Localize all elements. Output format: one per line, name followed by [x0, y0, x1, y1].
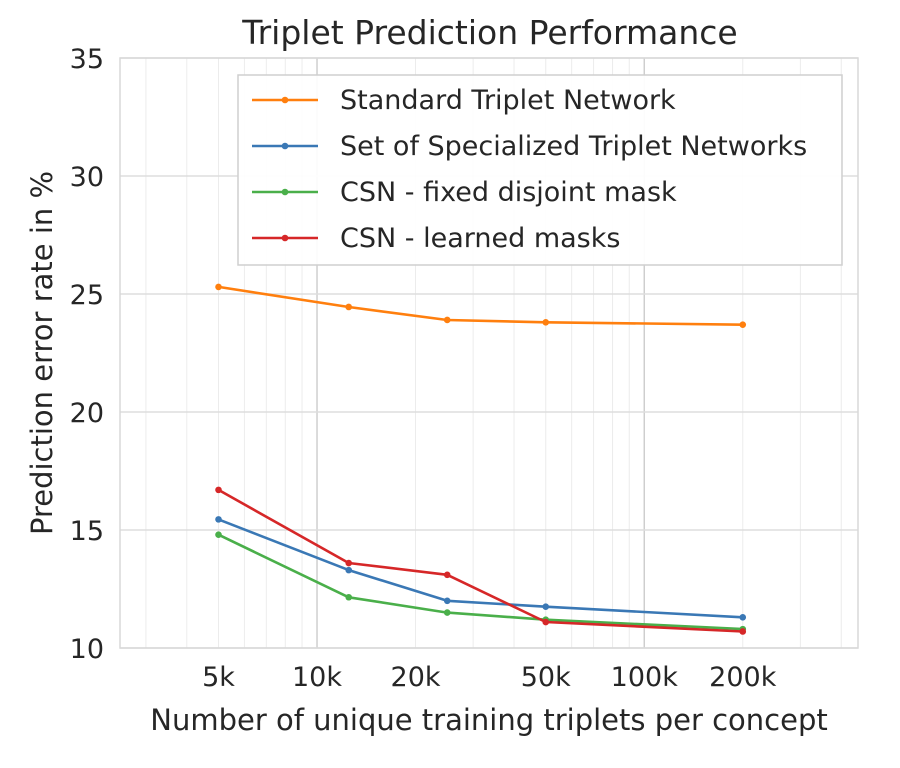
- x-tick-label: 5k: [202, 662, 235, 693]
- y-tick-label: 25: [70, 280, 104, 311]
- data-point: [542, 319, 550, 326]
- data-point: [443, 571, 451, 579]
- data-point: [739, 628, 747, 635]
- data-point: [739, 321, 747, 328]
- legend-marker: [281, 96, 289, 104]
- legend-label: CSN - fixed disjoint mask: [340, 177, 677, 208]
- legend-label: CSN - learned masks: [340, 223, 620, 254]
- x-axis-label: Number of unique training triplets per c…: [150, 703, 828, 737]
- data-point: [542, 618, 550, 626]
- data-point: [739, 614, 747, 621]
- data-point: [443, 609, 451, 616]
- y-axis-label: Prediction error rate in %: [25, 171, 59, 535]
- x-tick-label: 20k: [391, 662, 441, 693]
- legend-marker: [281, 188, 289, 196]
- data-point: [443, 597, 451, 605]
- legend-label: Standard Triplet Network: [340, 85, 676, 116]
- x-tick-label: 10k: [292, 662, 342, 693]
- data-point: [542, 603, 550, 610]
- data-point: [215, 531, 222, 539]
- x-tick-label: 100k: [611, 662, 679, 693]
- x-tick-label: 200k: [709, 662, 777, 693]
- legend-box: [237, 74, 843, 266]
- y-tick-label: 20: [70, 398, 104, 429]
- data-point: [443, 316, 451, 324]
- plot-frame: [119, 57, 859, 649]
- data-point: [215, 283, 222, 291]
- legend-label: Set of Specialized Triplet Networks: [340, 131, 807, 162]
- data-point: [215, 486, 222, 494]
- series-lines: [215, 283, 747, 635]
- data-point: [345, 559, 353, 567]
- y-tick-labels: 10 15 20 25 30 35: [70, 44, 104, 665]
- y-tick-label: 15: [70, 516, 104, 547]
- data-point: [345, 566, 353, 574]
- data-point: [345, 593, 353, 601]
- x-tick-label: 50k: [521, 662, 571, 693]
- legend-marker: [281, 142, 289, 150]
- chart-title: Triplet Prediction Performance: [241, 13, 737, 52]
- data-point: [345, 303, 353, 311]
- legend-marker: [281, 234, 289, 242]
- legend: Standard Triplet Network Set of Specializ…: [237, 74, 843, 266]
- y-tick-label: 30: [70, 162, 104, 193]
- data-point: [215, 516, 222, 523]
- x-tick-labels: 5k 10k 20k 50k 100k 200k: [202, 662, 777, 693]
- y-tick-label: 10: [70, 634, 104, 665]
- y-tick-label: 35: [70, 44, 104, 75]
